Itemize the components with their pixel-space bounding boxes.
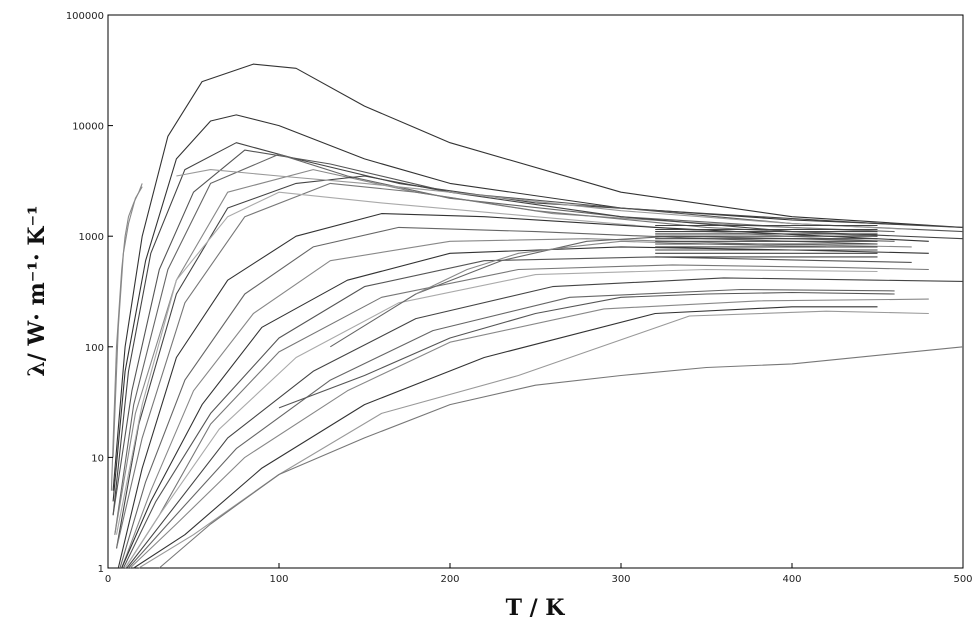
series-line-40 [112, 186, 143, 458]
series-line-7 [115, 175, 964, 549]
series-line-16 [124, 264, 929, 569]
series-line-15 [122, 256, 912, 569]
series-line-13 [121, 238, 912, 569]
plot-frame [107, 14, 964, 569]
x-tick-label: 100 [269, 574, 288, 585]
y-axis-title: λ/ W· m⁻¹· K⁻¹ [24, 205, 50, 376]
series-line-1 [112, 63, 964, 491]
series-line-12 [119, 226, 878, 569]
series-line-6 [114, 169, 878, 535]
series-line-9 [176, 169, 912, 231]
series-line-21 [133, 306, 878, 569]
y-tick-label: 10 [91, 453, 104, 464]
series-line-22 [138, 310, 929, 569]
series-line-17 [124, 268, 878, 569]
y-tick-label: 100 [85, 343, 104, 354]
x-tick-label: 200 [440, 574, 459, 585]
y-tick-label: 1000 [79, 232, 104, 243]
y-tick-label: 1 [98, 564, 104, 575]
x-tick-label: 500 [953, 574, 972, 585]
x-axis-title: T / K [506, 595, 566, 620]
y-tick-label: 10000 [72, 122, 104, 133]
x-tick-label: 400 [782, 574, 801, 585]
y-tick-label: 100000 [66, 11, 104, 22]
tick-layer: 0 100 200 300 400 500 1 10 100 1000 10000 100000 [66, 11, 973, 585]
series-layer [110, 63, 964, 569]
series-line-19 [128, 288, 895, 569]
series-line-5 [114, 153, 895, 535]
series-line-20 [129, 298, 929, 569]
series-line-14 [121, 246, 929, 569]
series-line-8 [115, 182, 878, 549]
x-tick-label: 300 [611, 574, 630, 585]
series-line-23 [278, 291, 895, 409]
series-line-18 [126, 277, 964, 569]
x-tick-label: 0 [105, 574, 111, 585]
series-line-24 [158, 346, 964, 569]
